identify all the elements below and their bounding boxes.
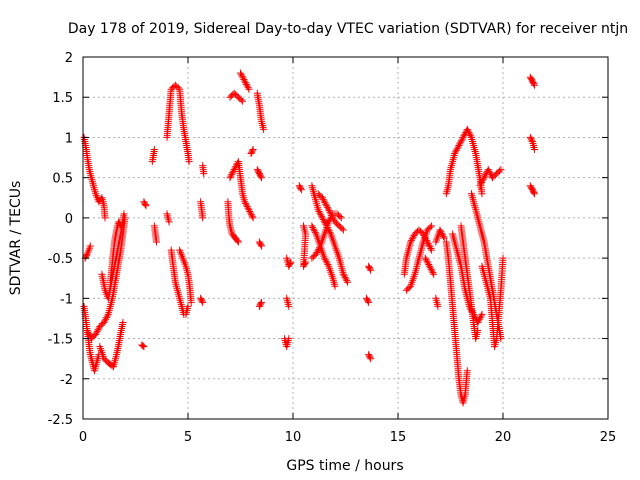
y-tick-label: -1: [60, 292, 73, 307]
y-tick-label: 1: [65, 131, 73, 146]
y-tick-label: 0.5: [52, 172, 73, 187]
x-tick-label: 0: [79, 430, 87, 445]
x-tick-label: 20: [495, 430, 512, 445]
y-tick-label: -2: [60, 373, 73, 388]
x-axis-label: GPS time / hours: [286, 458, 403, 474]
plot-frame: [82, 56, 609, 420]
axis-ticks: 0 5 10 15 20 25 -2.5 -2 -1.5 -1 -0.5 0 0.5 1 1.5 2: [48, 51, 617, 445]
y-tick-label: -0.5: [48, 252, 73, 267]
x-tick-label: 5: [184, 430, 192, 445]
y-tick-label: 1.5: [52, 91, 73, 106]
chart-grid: [83, 57, 608, 419]
y-tick-label: -1.5: [48, 333, 73, 348]
y-tick-label: -2.5: [48, 413, 73, 428]
x-tick-label: 25: [600, 430, 617, 445]
y-tick-label: 2: [65, 51, 73, 66]
x-tick-label: 15: [390, 430, 407, 445]
chart-title: Day 178 of 2019, Sidereal Day-to-day VTE…: [68, 21, 628, 37]
y-axis-label: SDTVAR / TECUs: [8, 181, 24, 296]
y-tick-label: 0: [65, 212, 73, 227]
x-tick-label: 10: [285, 430, 302, 445]
